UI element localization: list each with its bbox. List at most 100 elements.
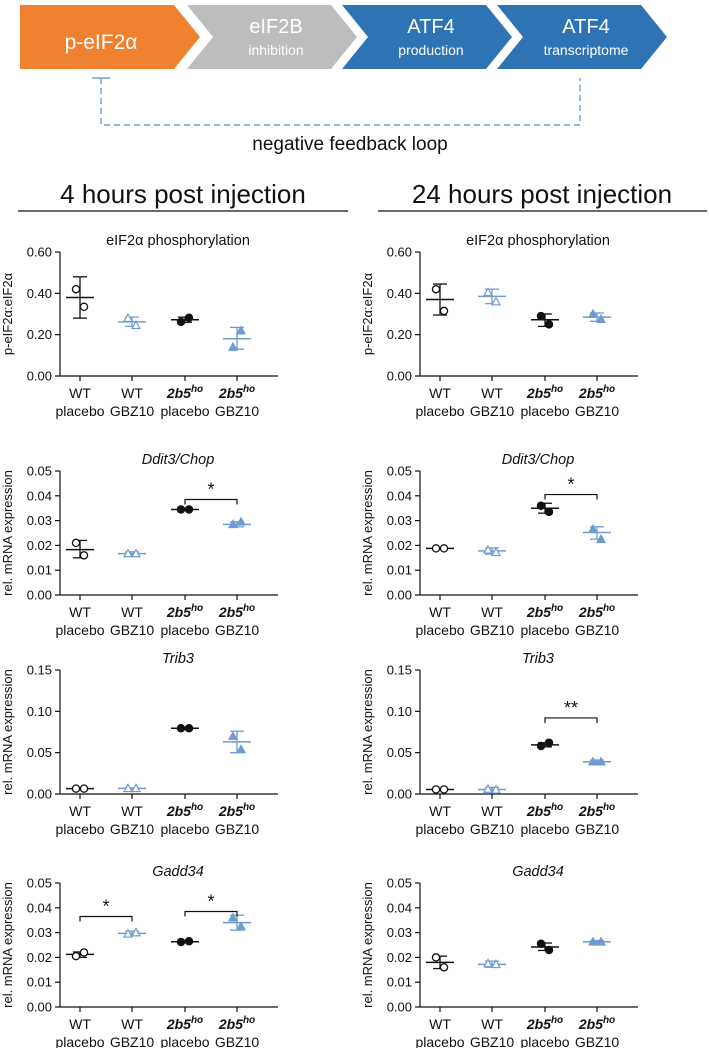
chart-panel: eIF2α phosphorylation p-eIF2α:eIF2α 0.00 0.… [0, 233, 278, 419]
data-group [426, 953, 454, 972]
data-point [176, 937, 186, 947]
x-tick-label-treatment: placebo [520, 403, 569, 419]
y-tick-label: 0.05 [27, 464, 52, 479]
x-tick-label: 2b5ho [578, 603, 615, 620]
data-point [439, 785, 449, 794]
x-tick-label-name: 2b5 [578, 803, 603, 819]
chart-panel: Ddit3/Chop rel. mRNA expression 0.00 0.01 0.… [0, 452, 278, 638]
x-tick-label-superscript: ho [243, 384, 255, 395]
pathway-chevron [342, 5, 512, 69]
significance-line [544, 717, 598, 723]
y-tick-label: 0.20 [27, 327, 52, 342]
x-tick-label-treatment: placebo [160, 1034, 209, 1048]
data-group [118, 312, 146, 330]
data-group [531, 939, 559, 955]
data-point [184, 937, 194, 946]
x-tick-label-name: WT [429, 803, 451, 819]
significance-bracket: * [184, 480, 238, 505]
data-point [227, 912, 239, 922]
y-tick-label: 0.10 [27, 704, 52, 719]
data-group [66, 538, 94, 560]
x-tick-label-superscript: ho [603, 1015, 615, 1026]
pathway-chevron [497, 5, 667, 69]
data-point [482, 544, 494, 554]
x-tick-label-treatment: GBZ10 [110, 821, 155, 837]
x-tick-label-treatment: GBZ10 [575, 1034, 620, 1048]
pathway-step-title: ATF4 [562, 16, 609, 38]
y-axis-label: rel. mRNA expression [360, 470, 375, 596]
x-tick-label-treatment: GBZ10 [575, 821, 620, 837]
x-tick-label: WT [121, 1016, 143, 1032]
y-tick-label: 0.04 [387, 488, 412, 503]
x-tick-label-name: 2b5 [526, 604, 551, 620]
data-point [130, 783, 142, 793]
pathway-step: eIF2B inhibition [187, 5, 357, 69]
data-point [544, 507, 554, 517]
y-tick-label: 0.00 [27, 1000, 52, 1015]
feedback-line [100, 78, 581, 126]
x-tick-label-treatment: placebo [55, 403, 104, 419]
chart-panel: Gadd34 rel. mRNA expression 0.00 0.01 0.02 0.… [0, 864, 278, 1048]
y-tick-label: 0.01 [387, 563, 412, 578]
chart-panel: Trib3 rel. mRNA expression 0.00 0.05 0.10 0.1… [0, 651, 278, 837]
x-tick-label: WT [121, 385, 143, 401]
chart-panel: eIF2α phosphorylation p-eIF2α:eIF2α 0.00 0.… [360, 233, 638, 419]
y-axis-label: rel. mRNA expression [360, 882, 375, 1008]
x-tick-label-superscript: ho [191, 603, 203, 614]
data-point [130, 548, 142, 558]
data-point [122, 548, 134, 558]
data-point [431, 544, 441, 553]
data-point [482, 783, 494, 793]
pathway-step: p-eIF2α [20, 5, 200, 69]
x-tick-label-treatment: GBZ10 [470, 1034, 515, 1048]
pathway-step-title: p-eIF2α [65, 31, 138, 54]
y-tick-label: 0.00 [387, 588, 412, 603]
data-point [79, 784, 89, 793]
data-point [176, 317, 186, 327]
data-point [71, 284, 81, 294]
data-group [66, 948, 94, 961]
x-tick-label-superscript: ho [551, 384, 563, 395]
data-group [583, 308, 611, 323]
x-tick-label-name: 2b5 [166, 385, 191, 401]
data-point [235, 744, 247, 754]
x-tick-label: 2b5ho [166, 603, 203, 620]
x-tick-label: WT [429, 604, 451, 620]
x-tick-label-name: 2b5 [218, 385, 243, 401]
y-tick-label: 0.10 [387, 704, 412, 719]
y-axis-label: p-eIF2α:eIF2α [0, 272, 15, 355]
x-tick-label-superscript: ho [551, 802, 563, 813]
x-tick-label-treatment: GBZ10 [575, 622, 620, 638]
y-tick-label: 0.20 [387, 327, 412, 342]
x-tick-label-name: WT [429, 604, 451, 620]
y-tick-label: 0.60 [27, 245, 52, 260]
y-tick-label: 0.05 [387, 745, 412, 760]
x-tick-label-name: WT [121, 1016, 143, 1032]
x-tick-label-treatment: GBZ10 [470, 821, 515, 837]
data-point [595, 313, 607, 323]
chart-panel: Gadd34 rel. mRNA expression 0.00 0.01 0.02 0.… [360, 864, 638, 1048]
x-tick-label-treatment: GBZ10 [110, 1034, 155, 1048]
data-point [536, 501, 546, 510]
data-group [478, 287, 506, 306]
chart-title: eIF2α phosphorylation [466, 233, 610, 249]
x-tick-label-treatment: GBZ10 [215, 1034, 260, 1048]
column-header: 24 hours post injection [378, 179, 707, 212]
x-tick-label-name: WT [121, 604, 143, 620]
x-tick-label-name: 2b5 [166, 604, 191, 620]
data-group [531, 501, 559, 517]
x-tick-label: WT [69, 604, 91, 620]
data-point [536, 741, 546, 751]
data-group [478, 544, 506, 557]
x-tick-label-treatment: placebo [55, 821, 104, 837]
data-point [544, 945, 554, 955]
significance-bracket: * [79, 896, 133, 922]
y-tick-label: 0.02 [387, 538, 412, 553]
column-header-title: 4 hours post injection [60, 179, 306, 209]
data-point [79, 948, 89, 957]
y-tick-label: 0.03 [27, 925, 52, 940]
data-point [490, 959, 502, 969]
x-tick-label-treatment: placebo [160, 622, 209, 638]
y-tick-label: 0.01 [27, 563, 52, 578]
x-tick-label-treatment: GBZ10 [215, 403, 260, 419]
